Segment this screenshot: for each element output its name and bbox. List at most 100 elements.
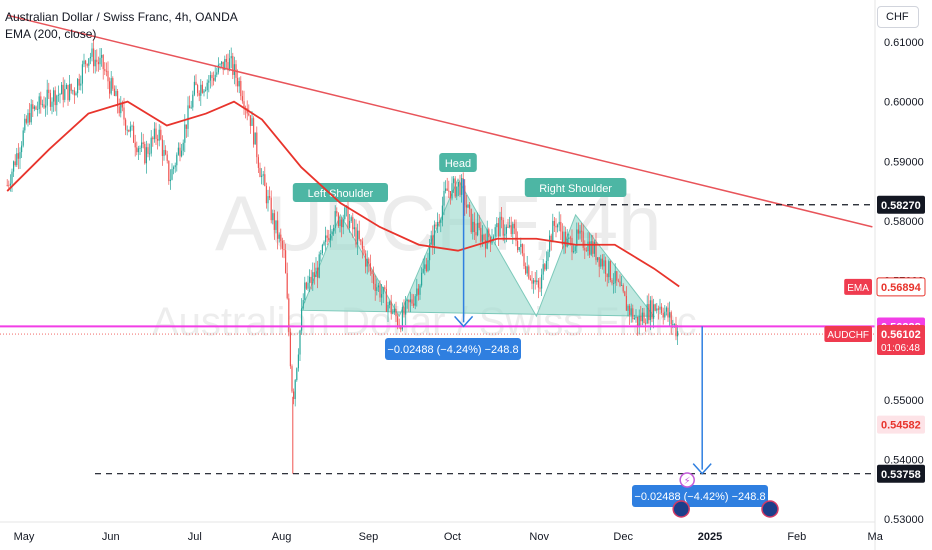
candle-body: [373, 274, 375, 284]
candle-body: [430, 235, 432, 245]
candle-body: [83, 60, 85, 65]
candle-body: [182, 142, 184, 151]
price-label-bg[interactable]: [877, 415, 925, 434]
candle-body: [355, 227, 357, 245]
candle-body: [670, 312, 672, 325]
y-tick-label: 0.61000: [884, 37, 924, 49]
price-label-bg[interactable]: [877, 464, 925, 483]
candle-body: [289, 332, 291, 367]
candle-body: [206, 82, 208, 91]
indicator-label[interactable]: EMA (200, close): [5, 27, 97, 41]
candle-body: [376, 287, 378, 291]
candle-body: [477, 222, 479, 236]
candle-body: [672, 324, 674, 325]
candle-body: [499, 216, 501, 237]
candle-body: [472, 221, 474, 233]
candle-body: [32, 104, 34, 109]
candle-body: [195, 81, 197, 86]
candle-body: [513, 223, 515, 229]
price-label: 0.54582: [881, 420, 921, 432]
candle-body: [353, 227, 355, 230]
candle-body: [38, 96, 40, 109]
x-tick-label: Oct: [444, 531, 461, 543]
candle-body: [301, 308, 303, 331]
price-label-bg[interactable]: [876, 277, 926, 297]
candle-body: [200, 84, 202, 96]
candle-body: [93, 48, 95, 67]
horizontal-levels[interactable]: [0, 14, 875, 475]
price-label-bg[interactable]: [877, 195, 925, 214]
candle-body: [205, 90, 207, 91]
x-tick-label: Jun: [102, 531, 120, 543]
candle-body: [545, 260, 547, 270]
candle-body: [264, 174, 266, 187]
y-tick-label: 0.55000: [884, 395, 924, 407]
measure-top-label-bg[interactable]: [385, 338, 521, 360]
price-label: 0.58270: [881, 200, 921, 212]
flag-icon[interactable]: [761, 500, 779, 518]
candle-body: [397, 316, 399, 326]
candle-body: [270, 197, 272, 221]
candle-body: [254, 132, 256, 145]
candle-body: [656, 308, 658, 311]
candle-body: [286, 273, 288, 299]
candle-body: [131, 125, 133, 127]
lightning-icon[interactable]: [679, 472, 695, 488]
candle-body: [437, 222, 439, 227]
candle-body: [233, 64, 235, 75]
candle-body: [613, 283, 615, 285]
candle-body: [673, 324, 675, 325]
candle-body: [189, 105, 191, 109]
flag-icon[interactable]: [672, 500, 690, 518]
candle-body: [443, 190, 445, 206]
candle-body: [454, 178, 456, 197]
candle-body: [382, 287, 384, 295]
candle-body: [536, 280, 538, 283]
candle-body: [241, 96, 243, 102]
candle-body: [465, 205, 467, 208]
candle-body: [445, 188, 447, 191]
candle-body: [155, 128, 157, 139]
candle-body: [27, 112, 29, 123]
candle-body: [213, 78, 215, 81]
price-tag-bg: [824, 326, 872, 343]
candle-body: [11, 171, 13, 184]
measure-tools[interactable]: −0.02488 (−4.24%) −248.8 −0.02488 (−4.42%…: [385, 179, 768, 507]
candle-body: [534, 280, 536, 283]
candle-body: [611, 280, 613, 284]
candle-body: [469, 204, 471, 209]
candle-body: [168, 160, 170, 182]
candle-body: [360, 239, 362, 242]
candle-body: [225, 59, 227, 63]
event-markers[interactable]: ⚡: [672, 472, 779, 518]
candle-body: [429, 244, 431, 261]
price-label-bg[interactable]: [877, 325, 925, 356]
candle-body: [291, 366, 293, 392]
candle-body: [59, 94, 61, 95]
candle-body: [323, 241, 325, 245]
trendline[interactable]: [7, 14, 873, 228]
candle-body: [669, 312, 671, 318]
candle-body: [577, 229, 579, 234]
currency-button[interactable]: CHF: [877, 6, 919, 28]
candle-body: [505, 226, 507, 234]
x-tick-label: Feb: [787, 531, 806, 543]
ema-200-line: [6, 100, 680, 288]
candle-body: [208, 80, 210, 83]
candle-body: [419, 285, 421, 295]
measure-bottom-label-bg[interactable]: [632, 485, 768, 507]
candle-body: [523, 253, 525, 267]
candle-body: [272, 213, 274, 221]
candle-body: [54, 90, 56, 106]
x-tick-label: Nov: [529, 531, 549, 543]
candle-body: [89, 56, 91, 59]
candle-body: [288, 298, 290, 333]
candle-body: [528, 266, 530, 279]
x-tick-label: Aug: [272, 531, 292, 543]
candle-body: [584, 247, 586, 251]
candle-body: [325, 235, 327, 242]
candle-body: [336, 211, 338, 214]
head-label-bg: [439, 153, 477, 172]
candle-body: [237, 77, 239, 87]
